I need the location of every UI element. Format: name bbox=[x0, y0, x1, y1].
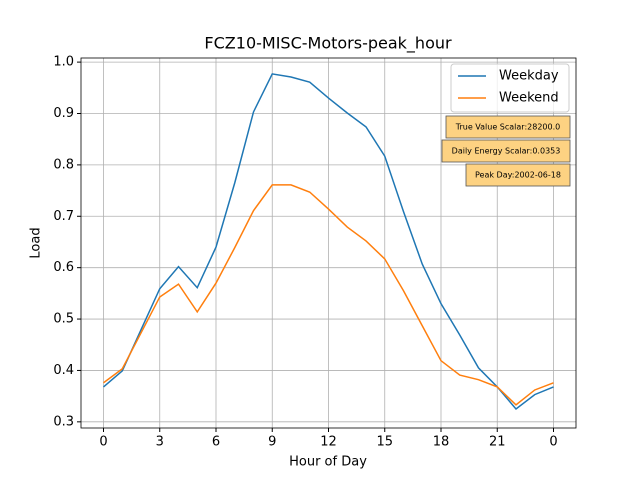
annotation-box bbox=[465, 163, 571, 187]
y-tick-label: 0.8 bbox=[53, 157, 74, 172]
annotation-box bbox=[441, 139, 571, 163]
y-tick-label: 0.5 bbox=[53, 312, 74, 327]
y-tick-label: 0.9 bbox=[53, 106, 74, 121]
x-tick-label: 21 bbox=[489, 435, 506, 450]
annotation: Daily Energy Scalar:0.0353 bbox=[452, 147, 561, 156]
line-series bbox=[103, 73, 554, 411]
plot-frame bbox=[80, 57, 577, 429]
x-tick-label: 3 bbox=[156, 435, 164, 450]
x-tick-label: 0 bbox=[549, 435, 557, 450]
y-tick-label: 0.6 bbox=[53, 260, 74, 275]
legend-label: Weekday bbox=[499, 69, 559, 84]
legend-label: Weekend bbox=[499, 91, 559, 106]
y-axis-label: Load bbox=[29, 227, 44, 258]
x-tick-label: 12 bbox=[320, 435, 337, 450]
x-tick-label: 18 bbox=[433, 435, 450, 450]
x-tick-label: 0 bbox=[99, 435, 107, 450]
y-tick-label: 0.3 bbox=[53, 414, 74, 429]
annotation-box bbox=[445, 115, 571, 139]
line-series bbox=[103, 184, 554, 406]
x-axis-label: Hour of Day bbox=[289, 455, 367, 470]
y-tick-label: 0.7 bbox=[53, 209, 74, 224]
chart-title: FCZ10-MISC-Motors-peak_hour bbox=[204, 34, 452, 54]
annotation: True Value Scalar:28200.0 bbox=[455, 123, 560, 132]
x-tick-label: 9 bbox=[268, 435, 276, 450]
annotation: Peak Day:2002-06-18 bbox=[475, 171, 561, 180]
x-tick-label: 6 bbox=[212, 435, 220, 450]
y-tick-label: 0.4 bbox=[53, 363, 74, 378]
x-tick-label: 15 bbox=[376, 435, 393, 450]
y-tick-label: 1.0 bbox=[53, 55, 74, 70]
